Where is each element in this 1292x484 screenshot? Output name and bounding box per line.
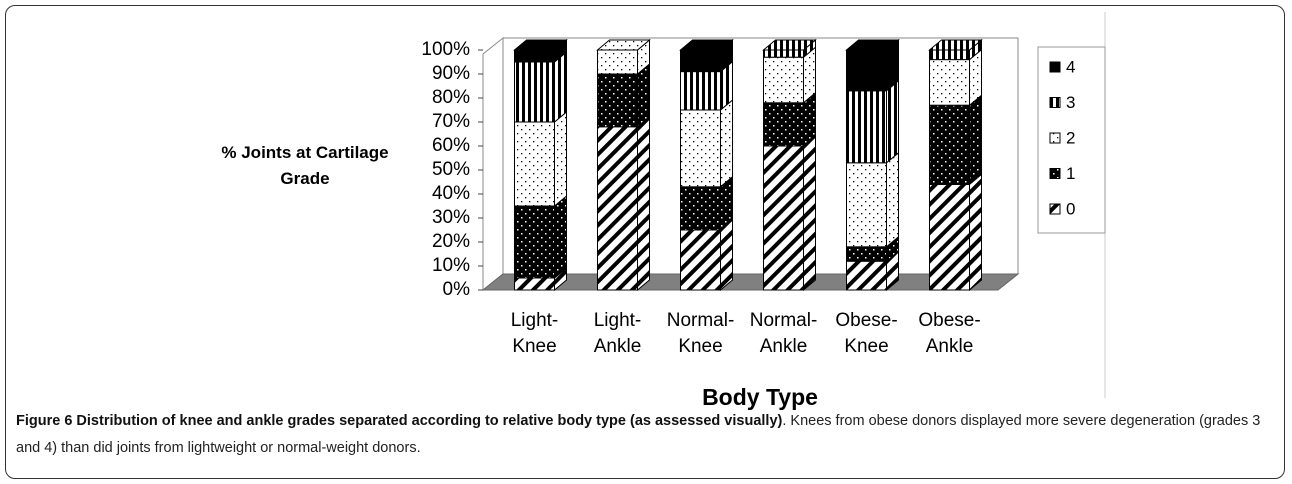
bar-segment <box>846 162 887 248</box>
y-tick-label: 70% <box>432 111 470 132</box>
bar-segment <box>929 59 970 106</box>
bar-segment <box>514 121 555 207</box>
y-tick-label: 80% <box>432 87 470 108</box>
bar-segment <box>514 205 555 279</box>
bar-segment <box>763 102 804 147</box>
legend-swatch <box>1049 203 1061 215</box>
caption: Figure 6 Distribution of knee and ankle … <box>16 408 1278 462</box>
x-tick-label: Normal-Ankle <box>749 310 818 357</box>
x-tick-label: Obese-Ankle <box>918 310 981 357</box>
bar-segment <box>763 49 804 58</box>
x-tick-label: Light-Ankle <box>593 310 642 357</box>
bar-segment <box>514 61 555 123</box>
bar-side <box>803 134 816 292</box>
bar-segment <box>763 145 804 291</box>
bar-segment <box>514 49 555 63</box>
bar-segment <box>929 104 970 185</box>
bar-segment <box>680 186 721 231</box>
bar-side <box>969 173 982 292</box>
bar-side <box>637 62 650 128</box>
bar-segment <box>680 229 721 291</box>
legend-swatch <box>1049 61 1061 73</box>
bar-top <box>596 39 651 51</box>
bar-segment <box>597 126 638 291</box>
legend-swatch <box>1049 168 1061 179</box>
y-tick-label: 100% <box>421 39 470 60</box>
x-axis-title: Body Type <box>702 384 818 410</box>
y-tick-label: 30% <box>432 207 470 228</box>
y-axis-title: % Joints at Cartilage Grade <box>221 143 389 188</box>
x-tick-label: Light-Knee <box>510 310 559 357</box>
bar-side <box>720 98 733 188</box>
y-tick-label: 90% <box>432 63 470 84</box>
bar-segment <box>597 49 638 75</box>
y-tick-label: 20% <box>432 231 470 252</box>
x-tick-label: Obese-Knee <box>835 310 898 357</box>
y-tick-label: 0% <box>443 279 471 300</box>
side-wall <box>482 36 504 292</box>
bar-segment <box>597 73 638 128</box>
bar-side <box>720 218 733 292</box>
bar-segment <box>929 183 970 291</box>
legend-label: 0 <box>1066 199 1075 218</box>
bar-segment <box>846 90 887 164</box>
legend-label: 3 <box>1066 93 1075 112</box>
y-tick-label: 50% <box>432 159 470 180</box>
legend-label: 2 <box>1066 128 1075 147</box>
y-tick-label: 40% <box>432 183 470 204</box>
bar-side <box>554 194 567 280</box>
caption-label: Figure 6 Distribution of knee and ankle … <box>16 413 783 429</box>
legend-swatch <box>1049 97 1061 108</box>
figure-frame <box>5 5 1285 479</box>
bar-top <box>513 39 568 51</box>
bar-side <box>637 115 650 292</box>
bar-side <box>554 110 567 208</box>
bar-segment <box>929 49 970 61</box>
bar-side <box>554 50 567 124</box>
legend-swatch <box>1049 132 1061 144</box>
bar-top <box>928 39 983 51</box>
bar-top <box>845 39 900 51</box>
caption-text: . Knees from obese donors displayed more… <box>16 413 1261 456</box>
legend-label: 4 <box>1066 57 1075 76</box>
bar-segment <box>846 260 887 291</box>
bar-segment <box>680 109 721 188</box>
legend-label: 1 <box>1066 164 1075 183</box>
bar-top <box>679 39 734 51</box>
y-tick-label: 60% <box>432 135 470 156</box>
bar-segment <box>680 49 721 73</box>
bar-side <box>886 151 899 248</box>
x-tick-label: Normal-Knee <box>666 310 735 357</box>
bar-side <box>969 94 982 186</box>
bar-segment <box>846 49 887 92</box>
y-tick-label: 10% <box>432 255 470 276</box>
bar-segment <box>763 56 804 104</box>
legend <box>1037 46 1106 234</box>
bar-top <box>762 39 817 51</box>
bar-side <box>886 79 899 164</box>
bar-segment <box>514 277 555 291</box>
bar-segment <box>846 246 887 262</box>
bar-segment <box>680 71 721 111</box>
